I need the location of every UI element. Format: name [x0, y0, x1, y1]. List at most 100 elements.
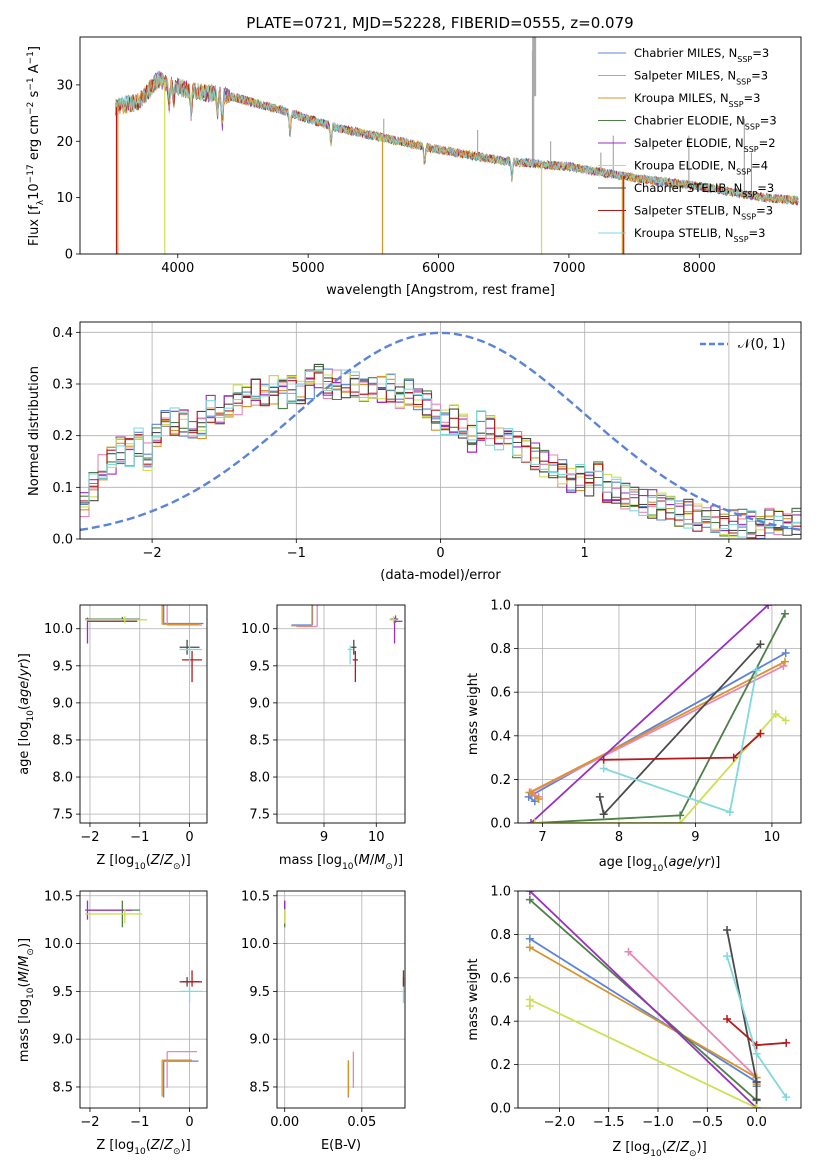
y-tick-label: 0.3 [52, 378, 73, 393]
mass-weight-marker [525, 788, 534, 797]
mass-weight-vs-age-plot-area [524, 605, 790, 823]
histogram-series [80, 369, 801, 538]
axes-frame [79, 604, 208, 824]
y-tick-label: 8.0 [52, 771, 73, 786]
axes-frame [79, 890, 208, 1109]
y-tick-label: 9.5 [52, 985, 73, 1000]
x-tick-label: 4000 [161, 261, 194, 276]
x-tick-label: 8000 [683, 261, 716, 276]
axes-frame [276, 604, 406, 824]
x-axis-label: wavelength [Angstrom, rest frame] [326, 283, 555, 298]
spectrum-panel: 4000 5000 6000 7000 8000 0 10 20 30 Chabrier MILE… [26, 36, 802, 298]
x-tick-label: 7000 [552, 261, 585, 276]
mass-weight-vs-age-panel: 7 8 9 10 0.0 0.2 0.4 0.6 0.8 1.0 age [log10(age/yr… [466, 599, 802, 874]
mass-vs-Z-panel: −2 −1 0 8.5 9.0 9.5 10.0 10.5 Z [log10(Z/Z⊙)] mas… [17, 889, 208, 1157]
axes-frame [517, 604, 802, 824]
legend-label: Salpeter MILES, NSSP=3 [634, 69, 768, 87]
legend-label: 𝒩(0, 1) [738, 337, 785, 352]
x-tick-label: 0 [185, 830, 193, 845]
mass-weight-marker [525, 934, 534, 943]
legend-label: Chabrier MILES, NSSP=3 [634, 46, 769, 64]
y-tick-label: 0.0 [490, 817, 511, 832]
mass-weight-marker [599, 755, 608, 764]
y-tick-label: 0.4 [490, 1015, 511, 1030]
mass-weight-marker [534, 795, 543, 804]
y-tick-label: 0.4 [52, 326, 73, 341]
histogram-plot-area [80, 331, 801, 539]
figure-title: PLATE=0721, MJD=52228, FIBERID=0555, z=0… [246, 14, 633, 32]
mass-weight-marker [729, 753, 738, 762]
y-tick-label: 0.1 [52, 481, 73, 496]
x-tick-label: 8 [615, 830, 623, 845]
legend-label: Kroupa MILES, NSSP=3 [634, 91, 760, 109]
mass-weight-marker [752, 1095, 761, 1104]
mass-weight-marker [782, 1093, 791, 1102]
x-tick-label: −2 [143, 546, 162, 561]
mass-vs-Z-plot-area [84, 900, 203, 1098]
mass-weight-marker [525, 995, 534, 1004]
y-tick-label: 9.0 [52, 1033, 73, 1048]
x-tick-label: 9 [691, 830, 699, 845]
normal-curve [80, 331, 801, 532]
y-tick-label: 8.0 [249, 771, 270, 786]
mass-weight-marker [524, 792, 533, 801]
mass-weight-marker [723, 926, 732, 935]
x-tick-label: −2 [80, 830, 99, 845]
x-tick-label: 0 [436, 546, 444, 561]
x-tick-label: 10 [368, 830, 385, 845]
mass-weight-line [534, 712, 787, 823]
y-axis-label: mass weight [466, 673, 481, 755]
mass-weight-line [598, 643, 762, 817]
y-tick-label: 10.0 [241, 622, 270, 637]
mass-weight-marker [530, 819, 539, 823]
spectrum-plot-area [114, 37, 799, 254]
mass-weight-marker [756, 640, 765, 649]
legend-label: Chabrier STELIB, NSSP=3 [634, 181, 774, 199]
y-tick-label: 8.5 [249, 1080, 270, 1095]
y-tick-label: 8.5 [249, 733, 270, 748]
axes-frame [79, 36, 802, 255]
axes-frame [517, 890, 802, 1109]
x-tick-label: 0.0 [746, 1115, 767, 1130]
y-tick-label: 8.5 [52, 733, 73, 748]
mass-weight-vs-Z-plot-area [525, 891, 791, 1108]
x-axis-label: Z [log10(Z/Z⊙)] [96, 1138, 190, 1157]
y-tick-label: 9.0 [249, 1033, 270, 1048]
x-axis-label: Z [log10(Z/Z⊙)] [612, 1140, 706, 1159]
legend-label: Kroupa STELIB, NSSP=3 [634, 226, 765, 244]
mass-weight-marker [525, 943, 534, 952]
mass-weight-marker [723, 1015, 732, 1024]
y-tick-label: 10.0 [44, 622, 73, 637]
mass-weight-marker [764, 605, 773, 609]
x-tick-label: 7 [538, 830, 546, 845]
y-axis-label: mass weight [466, 958, 481, 1040]
y-tick-label: 0.2 [490, 1058, 511, 1073]
mass-weight-marker [525, 895, 534, 904]
x-tick-label: 6000 [422, 261, 455, 276]
y-tick-label: 0.8 [490, 928, 511, 943]
age-vs-Z-plot-area [84, 605, 204, 683]
mass-vs-EBV-panel: 0.00 0.05 8.5 9.0 9.5 10.0 10.5 E(B-V) [241, 889, 406, 1153]
mass-weight-marker [676, 811, 685, 820]
legend-label: Salpeter STELIB, NSSP=3 [634, 204, 773, 222]
y-tick-label: 10 [56, 191, 73, 206]
mass-weight-marker [752, 1104, 761, 1108]
mass-weight-line [603, 732, 762, 761]
legend-label: Chabrier ELODIE, NSSP=3 [634, 114, 777, 132]
mass-weight-marker [525, 891, 534, 895]
x-tick-label: −1.0 [642, 1115, 674, 1130]
y-tick-label: 9.5 [249, 985, 270, 1000]
mass-weight-line [529, 899, 758, 1108]
x-tick-label: 9 [320, 830, 328, 845]
y-tick-label: 10.5 [241, 889, 270, 904]
y-tick-label: 0.2 [52, 429, 73, 444]
mass-weight-marker [599, 764, 608, 773]
mass-weight-marker [624, 947, 633, 956]
y-tick-label: 10.5 [44, 889, 73, 904]
y-tick-label: 9.5 [249, 659, 270, 674]
y-tick-label: 7.5 [52, 808, 73, 823]
histogram-panel: −2 −1 0 1 2 0.0 0.1 0.2 0.3 0.4 𝒩(0, 1) (data-model… [27, 321, 802, 583]
legend-label: Kroupa ELODIE, NSSP=4 [634, 159, 768, 177]
y-tick-label: 9.5 [52, 659, 73, 674]
